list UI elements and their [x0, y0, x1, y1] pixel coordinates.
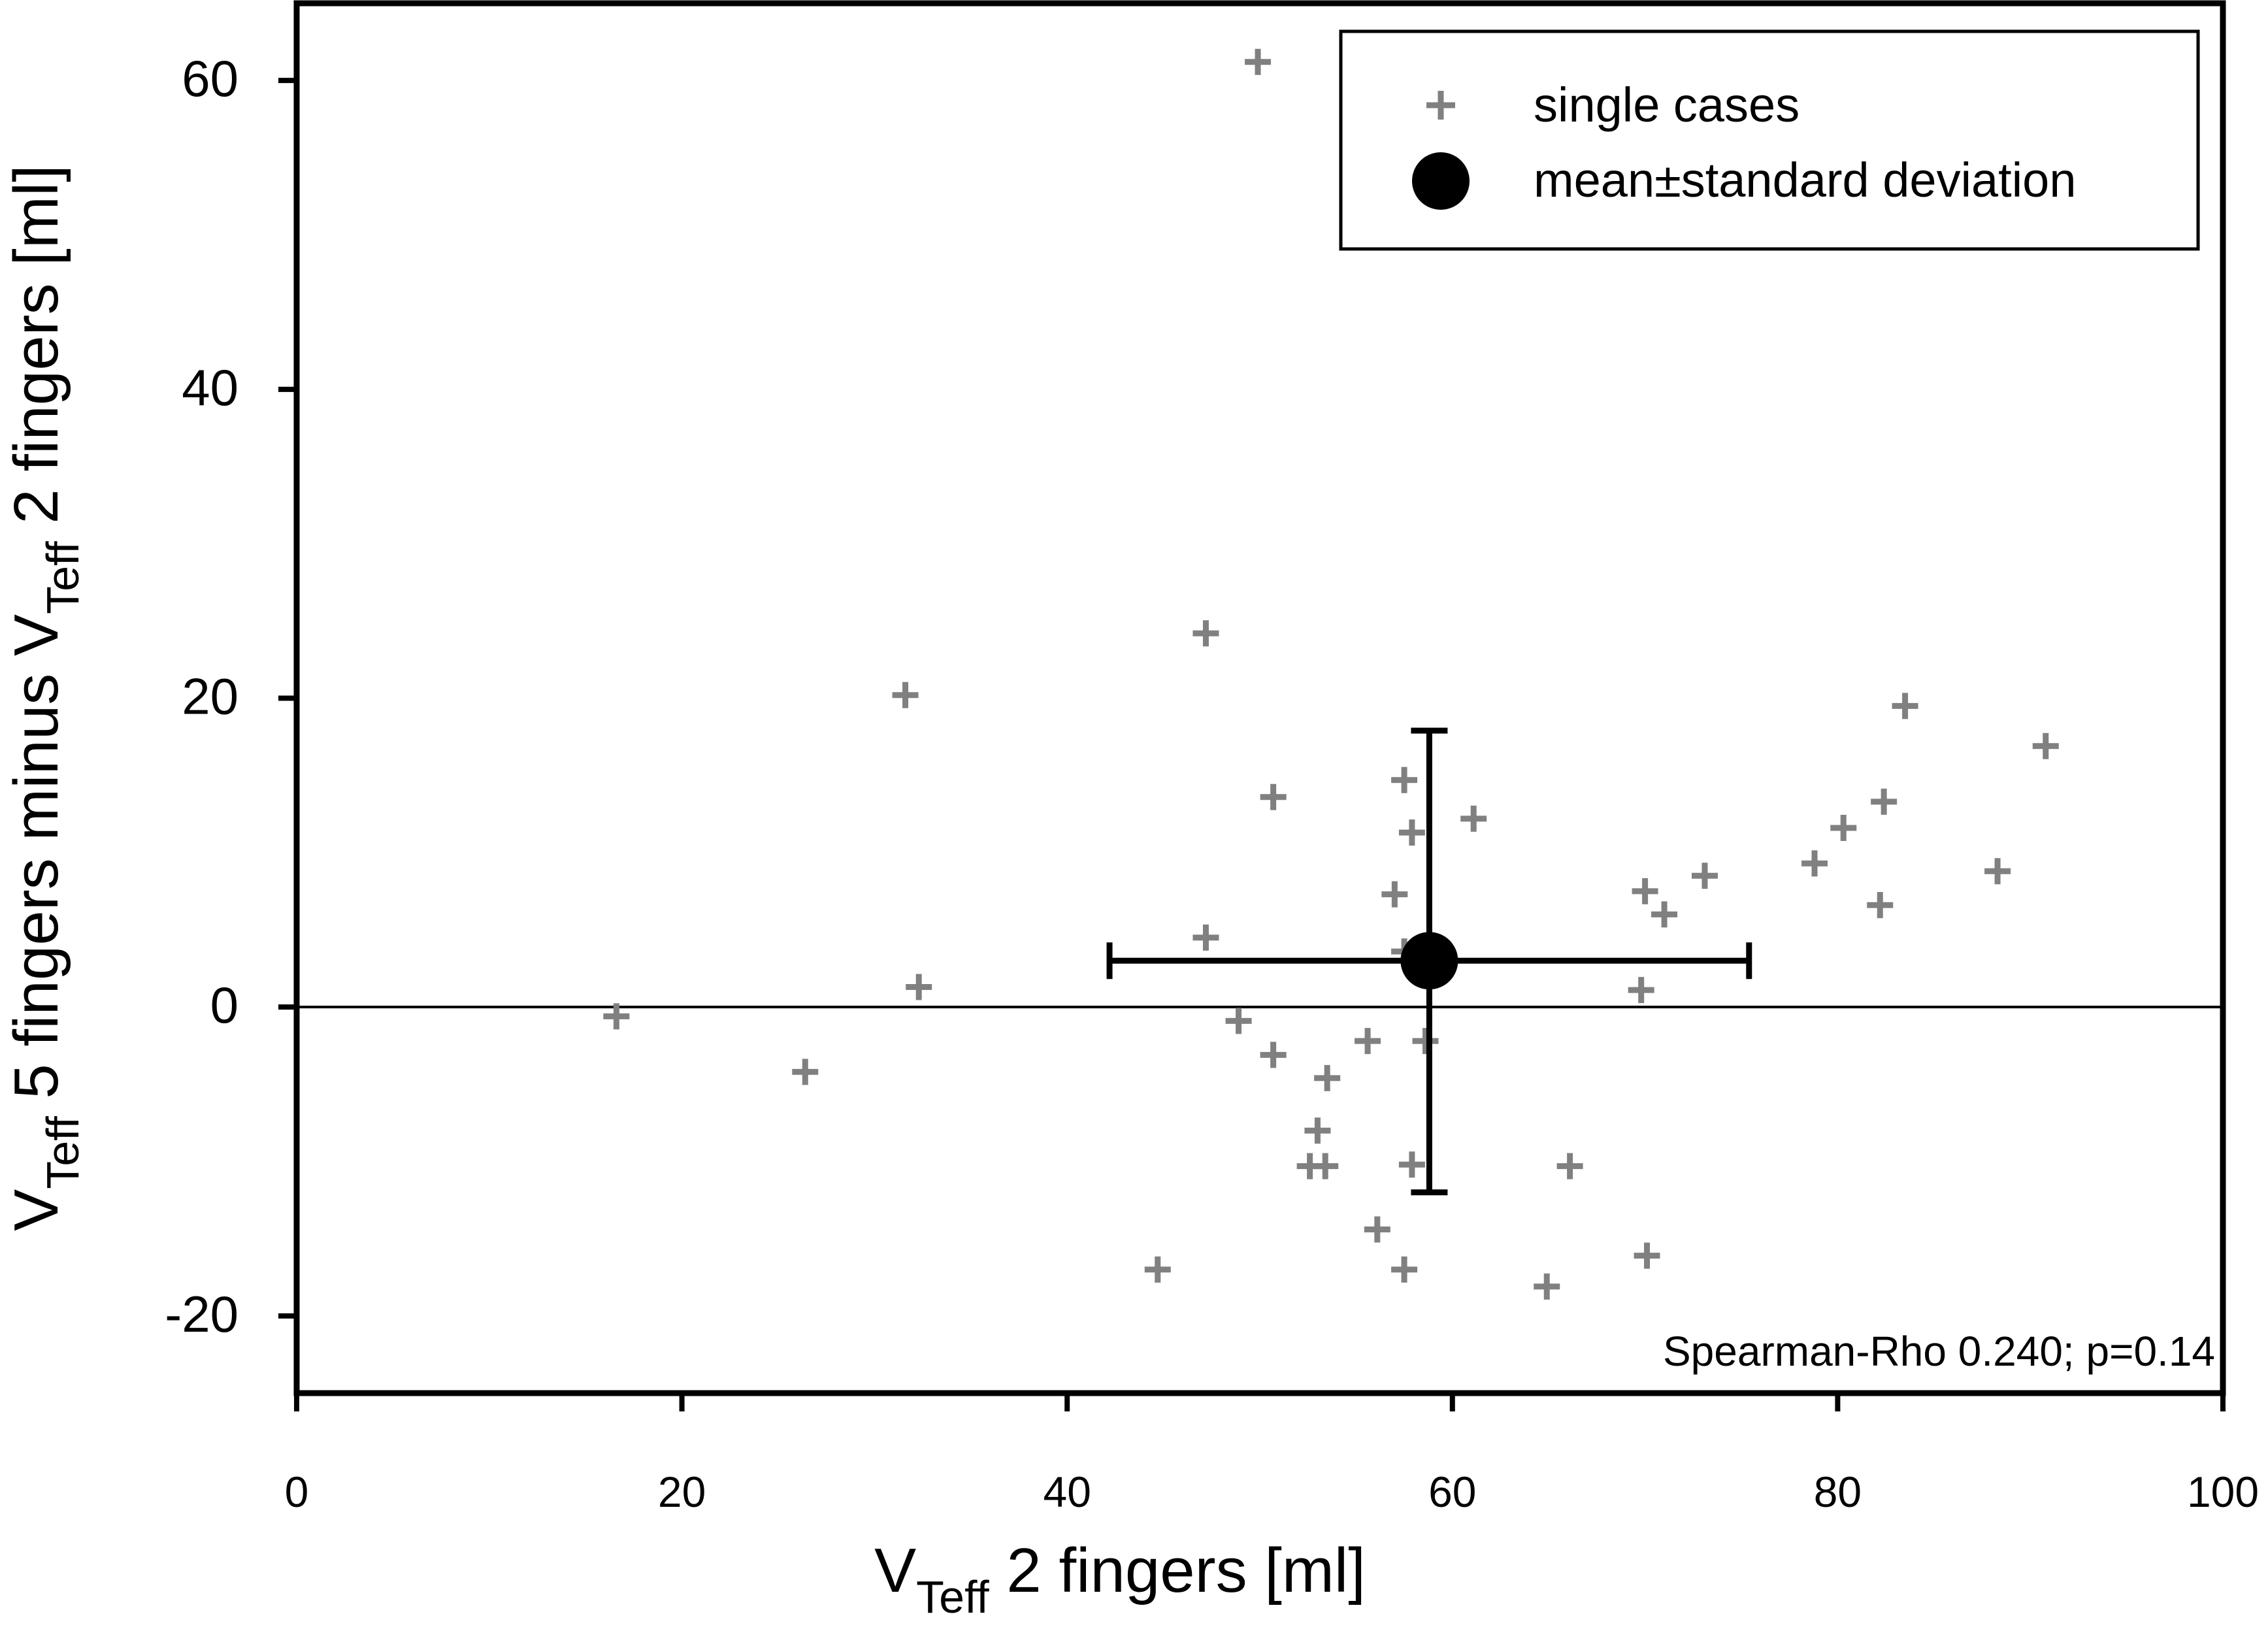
- legend-plus-marker: [1426, 91, 1455, 120]
- y-axis-title: VTeff 5 fingers minus VTeff 2 fingers [m…: [1, 165, 88, 1231]
- single-case-point: [1225, 1008, 1252, 1034]
- y-tick-label: 20: [182, 668, 238, 725]
- mean-sd-series: [1106, 727, 1752, 1196]
- single-case-point: [1192, 924, 1219, 951]
- single-case-point: [1534, 1273, 1560, 1300]
- spearman-annotation: Spearman-Rho 0.240; p=0.14: [1663, 1328, 2215, 1375]
- legend-circle-marker: [1412, 152, 1470, 210]
- single-case-point: [1412, 1028, 1439, 1055]
- single-case-point: [1460, 805, 1487, 832]
- legend-label-mean-sd: mean±standard deviation: [1534, 153, 2076, 207]
- single-case-point: [1632, 878, 1658, 904]
- single-case-point: [1391, 1256, 1418, 1283]
- y-title-suffix: 2 fingers [ml]: [1, 165, 71, 541]
- single-case-point: [1381, 881, 1408, 908]
- x-tick-label: 20: [658, 1468, 706, 1516]
- legend-label-single-cases: single cases: [1534, 78, 1800, 132]
- single-case-point: [1801, 850, 1828, 877]
- single-case-point: [1192, 620, 1219, 647]
- single-case-point: [906, 974, 932, 1000]
- x-title-prefix: V: [874, 1536, 916, 1605]
- single-case-point: [1260, 783, 1287, 810]
- single-case-point: [1556, 1153, 1583, 1179]
- single-case-point: [1304, 1117, 1331, 1144]
- y-axis: -20 0 20 40 60: [165, 50, 297, 1343]
- single-case-point: [1830, 815, 1857, 842]
- single-case-point: [892, 682, 919, 708]
- y-title-subscript-2: Teff: [37, 541, 88, 614]
- single-case-point: [1391, 766, 1418, 793]
- single-case-point: [1312, 1153, 1339, 1179]
- single-case-point: [1144, 1256, 1171, 1283]
- y-title-middle: 5 fingers minus V: [1, 614, 71, 1116]
- x-tick-label: 100: [2187, 1468, 2259, 1516]
- mean-marker: [1400, 932, 1458, 990]
- x-title-subscript: Teff: [916, 1572, 989, 1622]
- single-case-point: [1892, 693, 1918, 719]
- single-case-point: [1691, 863, 1718, 889]
- single-case-point: [1398, 819, 1425, 846]
- single-case-point: [1355, 1028, 1381, 1055]
- single-case-point: [1871, 788, 1898, 815]
- single-case-point: [1867, 892, 1894, 919]
- single-case-point: [1984, 858, 2011, 885]
- x-title-suffix: 2 fingers [ml]: [989, 1536, 1366, 1605]
- y-tick-label: 60: [182, 50, 238, 107]
- single-case-point: [1634, 1242, 1660, 1269]
- x-tick-label: 0: [285, 1468, 309, 1516]
- y-title-subscript: Teff: [37, 1116, 88, 1189]
- x-axis: 0 20 40 60 80 100: [285, 1393, 2259, 1516]
- single-case-point: [1314, 1064, 1341, 1091]
- x-tick-label: 60: [1428, 1468, 1476, 1516]
- y-tick-label: 0: [210, 976, 238, 1034]
- single-cases-series: [603, 48, 2059, 1300]
- single-case-point: [792, 1059, 819, 1085]
- y-tick-label: 40: [182, 359, 238, 416]
- y-tick-label: -20: [165, 1285, 238, 1343]
- single-case-point: [1628, 977, 1654, 1004]
- x-tick-label: 40: [1043, 1468, 1091, 1516]
- legend-box: [1339, 29, 2200, 251]
- single-case-point: [1398, 1151, 1425, 1178]
- x-tick-label: 80: [1814, 1468, 1862, 1516]
- single-case-point: [1260, 1042, 1287, 1068]
- single-case-point: [1245, 48, 1272, 75]
- single-case-point: [1651, 901, 1678, 928]
- y-title-prefix: V: [1, 1189, 71, 1231]
- x-axis-title: VTeff 2 fingers [ml]: [874, 1536, 1366, 1622]
- legend: single cases mean±standard deviation: [1339, 29, 2200, 251]
- single-case-point: [2032, 732, 2059, 759]
- single-case-point: [1364, 1216, 1390, 1243]
- single-case-point: [603, 1003, 630, 1030]
